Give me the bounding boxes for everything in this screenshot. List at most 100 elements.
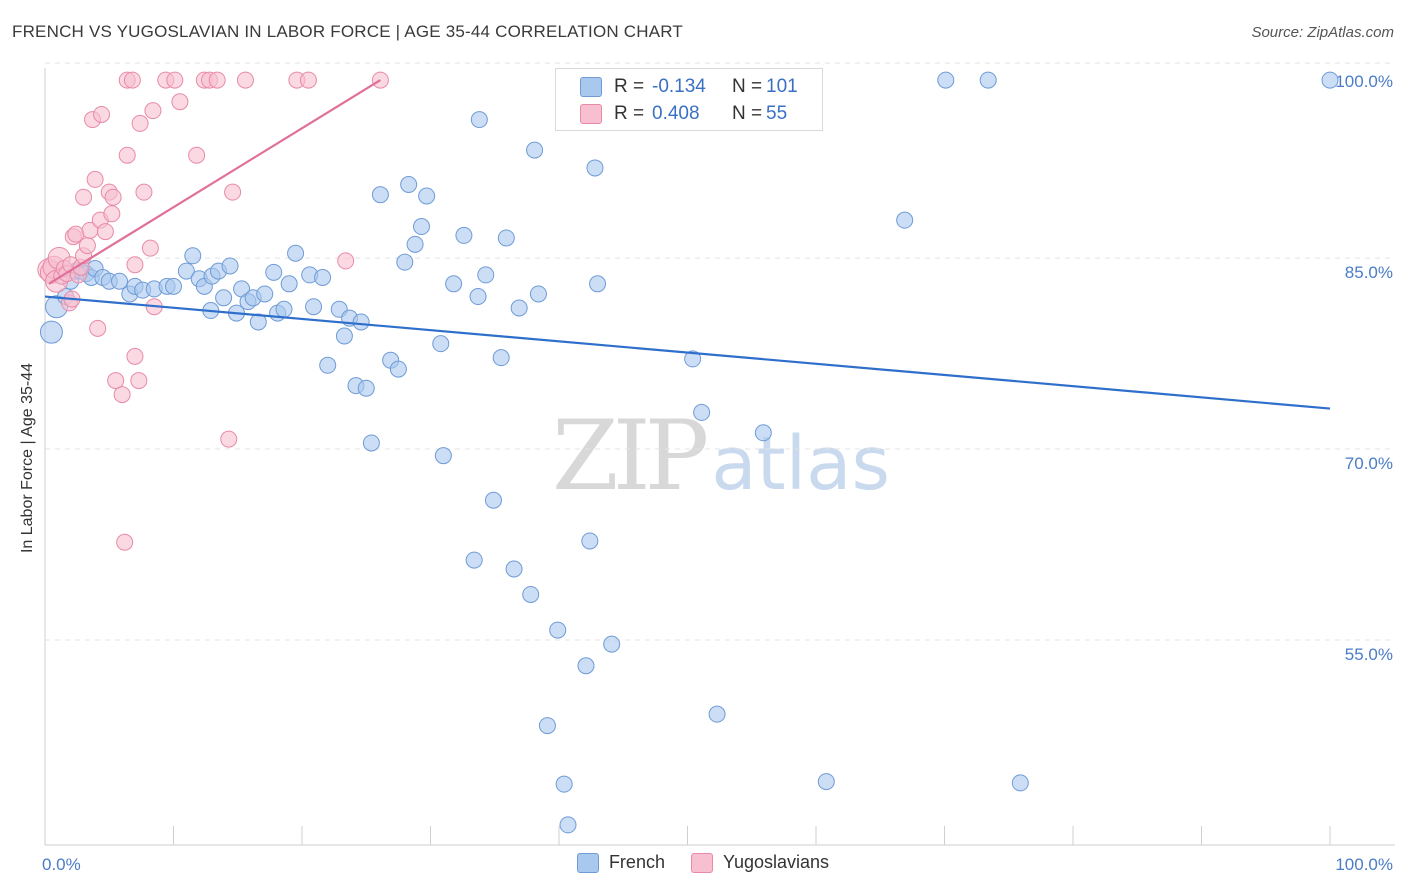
y-tick-label: 55.0%	[1345, 645, 1393, 664]
correlation-legend: R = -0.134 N = 101 R = 0.408 N = 55	[555, 68, 823, 131]
french-point	[538, 717, 556, 735]
french-point	[492, 349, 510, 367]
yugoslav-point	[208, 71, 226, 89]
french-point	[280, 275, 298, 293]
french-point	[357, 379, 375, 397]
legend-row-french: R = -0.134 N = 101	[580, 74, 798, 100]
yugoslav-point	[86, 170, 104, 188]
french-legend-swatch	[576, 852, 599, 873]
french-point	[396, 253, 414, 271]
french-point	[937, 71, 955, 89]
french-point	[555, 775, 573, 793]
series-legend: French Yugoslavians	[0, 852, 1406, 873]
x-tick-label: 0.0%	[42, 855, 81, 874]
french-point	[445, 275, 463, 293]
french-point	[221, 257, 239, 275]
french-point	[455, 226, 473, 244]
yugoslav-point	[337, 252, 355, 270]
y-tick-label: 85.0%	[1345, 263, 1393, 282]
chart-title: FRENCH VS YUGOSLAVIAN IN LABOR FORCE | A…	[12, 22, 684, 41]
french-point	[165, 277, 182, 295]
yugoslav-point	[130, 372, 148, 390]
french-n-value: 101	[766, 76, 798, 97]
yugoslav-points	[37, 71, 389, 551]
legend-item-french[interactable]: French	[576, 852, 665, 873]
yugoslav-point	[131, 114, 149, 132]
french-point	[432, 335, 450, 353]
french-point	[465, 551, 483, 569]
yugoslav-swatch	[580, 104, 602, 124]
french-point	[418, 187, 436, 205]
yugoslav-point	[224, 183, 242, 201]
french-point	[1011, 774, 1029, 792]
yugoslav-point	[107, 372, 125, 390]
french-point	[559, 816, 577, 834]
french-r-value: -0.134	[652, 76, 706, 97]
yugoslav-point	[116, 533, 134, 551]
french-point	[469, 288, 487, 306]
french-n-label: N =	[732, 76, 763, 97]
french-point	[505, 560, 523, 578]
french-point	[577, 657, 595, 675]
french-point	[693, 403, 711, 421]
yugoslav-point	[104, 188, 122, 206]
french-point	[249, 313, 267, 331]
french-point	[589, 275, 607, 293]
yugoslav-point	[299, 71, 317, 89]
french-point	[335, 327, 353, 345]
yugoslav-point	[144, 102, 162, 120]
french-point	[979, 71, 997, 89]
french-point	[484, 491, 502, 509]
y-tick-labels: 100.0% 85.0% 70.0% 55.0%	[1335, 72, 1393, 664]
yugoslav-point	[236, 71, 254, 89]
french-point	[522, 585, 540, 603]
french-point	[754, 424, 772, 442]
yugoslav-point	[126, 347, 144, 365]
french-points	[39, 71, 1339, 834]
yugoslav-point	[75, 188, 93, 206]
french-swatch	[580, 77, 602, 97]
french-point	[184, 247, 202, 265]
y-tick-label: 70.0%	[1345, 454, 1393, 473]
yugoslav-point	[89, 319, 107, 337]
french-point	[314, 268, 332, 286]
yugoslav-point	[188, 146, 206, 164]
french-point	[1321, 71, 1339, 89]
french-point	[434, 447, 452, 465]
french-point	[265, 263, 283, 281]
french-point	[39, 320, 63, 344]
yugoslav-point	[126, 256, 144, 274]
french-point	[581, 532, 599, 550]
french-point	[497, 229, 515, 247]
yugoslav-r-label: R =	[614, 103, 645, 124]
french-point	[470, 111, 488, 129]
french-point	[111, 272, 129, 290]
legend-row-yugoslav: R = 0.408 N = 55	[580, 101, 787, 127]
french-point	[406, 235, 424, 253]
axes	[44, 68, 1395, 846]
french-point	[603, 635, 621, 653]
yugoslav-trendline	[48, 79, 381, 285]
french-point	[177, 262, 195, 280]
french-point	[362, 434, 380, 452]
french-point	[586, 159, 604, 177]
yugoslav-point	[93, 105, 111, 123]
french-point	[275, 300, 293, 318]
french-point	[215, 289, 233, 307]
yugoslav-point	[135, 183, 153, 201]
french-point	[352, 313, 370, 331]
yugoslav-n-value: 55	[766, 103, 788, 124]
source-credit: Source: ZipAtlas.com	[1251, 24, 1394, 41]
french-point	[371, 186, 389, 204]
legend-item-yugoslav[interactable]: Yugoslavians	[690, 852, 830, 873]
watermark-atlas: atlas	[711, 421, 891, 507]
yugoslav-r-value: 0.408	[652, 103, 700, 124]
french-point	[549, 621, 567, 639]
watermark: ZIP atlas	[552, 400, 890, 512]
gridlines	[45, 62, 1395, 641]
yugoslav-point	[123, 71, 141, 89]
french-point	[287, 244, 305, 262]
yugoslav-legend-label: Yugoslavians	[722, 852, 830, 872]
yugoslav-point	[141, 239, 159, 257]
